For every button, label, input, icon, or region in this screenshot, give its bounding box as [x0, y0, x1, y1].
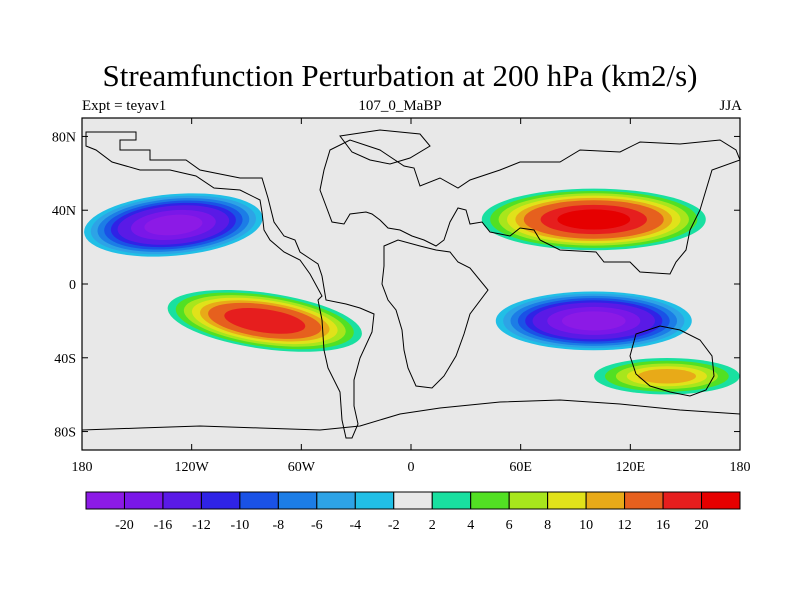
contour-band: [561, 311, 626, 331]
x-tick-label: 60W: [288, 460, 316, 475]
contour-band: [224, 308, 306, 334]
x-tick-label: 60E: [509, 460, 532, 475]
colorbar-swatch: [200, 491, 241, 510]
x-tick-label: 0: [408, 460, 415, 475]
colorbar-label: -10: [231, 518, 250, 533]
colorbar-label: -16: [154, 518, 173, 533]
colorbar-label: 16: [656, 518, 670, 533]
colorbar-label: 2: [429, 518, 436, 533]
x-tick-label: 120W: [175, 460, 210, 475]
coastline-antarctica: [82, 399, 740, 431]
feature-1: [167, 289, 362, 352]
axes: 180 120W 60W 0 60E 120E 180 80N 40N 0 40S 80S: [52, 118, 751, 475]
colorbar-label: -4: [349, 518, 361, 533]
x-tick-label: 180: [730, 460, 751, 475]
colorbar-swatch: [508, 491, 549, 510]
x-tick-label: 120E: [616, 460, 646, 475]
coastline-africa: [381, 239, 489, 389]
colorbar-label: 12: [618, 518, 632, 533]
colorbar-swatch: [624, 491, 664, 510]
colorbar-swatch: [354, 491, 395, 510]
colorbar-label: -8: [273, 518, 285, 533]
coastlines: [82, 129, 740, 439]
x-tick-label: 180: [72, 460, 93, 475]
colorbar-label: -12: [192, 518, 211, 533]
colorbar-label: -20: [115, 518, 134, 533]
y-tick-label: 80S: [54, 426, 76, 441]
colorbar-swatch: [393, 491, 433, 510]
contour-band: [637, 368, 697, 384]
contour-field: [82, 118, 740, 450]
season-label: JJA: [719, 98, 742, 114]
colorbar-label: 8: [544, 518, 551, 533]
experiment-label: Expt = teyav1: [82, 98, 167, 114]
time-label: 107_0_MaBP: [358, 98, 442, 114]
colorbar-swatch: [162, 491, 202, 510]
coastline-australia: [629, 325, 715, 397]
colorbar-swatch: [585, 491, 626, 510]
colorbar-swatch: [239, 491, 279, 510]
colorbar-label: -6: [311, 518, 323, 533]
colorbar-swatch: [277, 491, 318, 510]
feature-3: [495, 291, 692, 351]
coastline-eurasia: [319, 139, 740, 275]
colorbar-label: 20: [695, 518, 709, 533]
colorbar-swatch: [431, 491, 472, 510]
colorbar-label: 10: [579, 518, 593, 533]
chart-title: Streamfunction Perturbation at 200 hPa (…: [102, 58, 698, 93]
colorbar-label: -2: [388, 518, 400, 533]
colorbar-swatch: [470, 491, 510, 510]
coastline-americas: [85, 131, 375, 439]
colorbar-swatch: [316, 491, 356, 510]
feature-0: [84, 193, 263, 257]
y-tick-label: 40N: [52, 204, 76, 219]
colorbar-swatch: [547, 491, 587, 510]
colorbar: -20 -16 -12 -10 -8 -6 -4 -2 2 4 6 8 10 12 16 20: [85, 491, 741, 533]
colorbar-label: 6: [506, 518, 513, 533]
y-tick-label: 0: [69, 278, 76, 293]
feature-4: [594, 358, 740, 395]
colorbar-label: 4: [467, 518, 474, 533]
y-tick-label: 80N: [52, 130, 76, 145]
contour-band: [144, 214, 203, 236]
colorbar-swatch: [123, 491, 164, 510]
feature-2: [481, 188, 706, 251]
colorbar-swatch: [662, 491, 703, 510]
field-background: [82, 118, 740, 450]
colorbar-swatch: [701, 491, 741, 510]
coastline-greenland: [339, 129, 431, 165]
y-tick-label: 40S: [54, 352, 76, 367]
colorbar-swatch: [85, 491, 125, 510]
contour-band: [557, 209, 631, 230]
